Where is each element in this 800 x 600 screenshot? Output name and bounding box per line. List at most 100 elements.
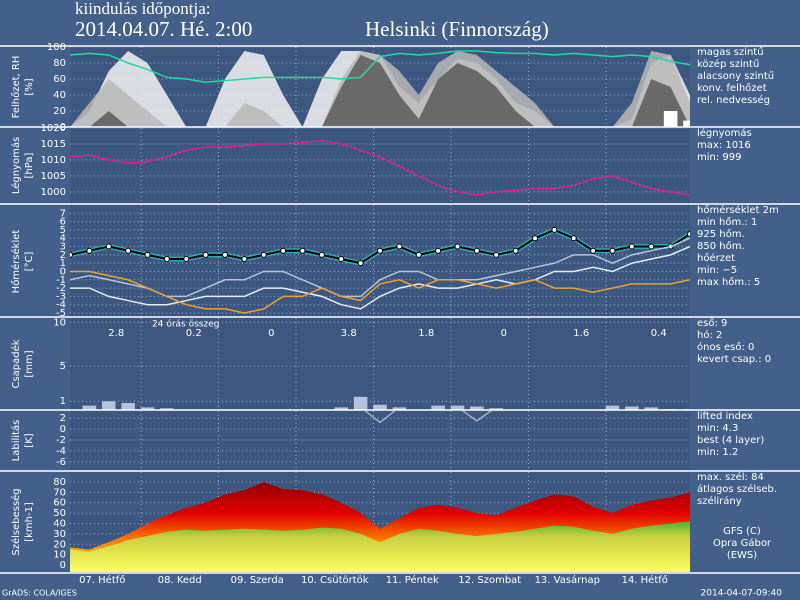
daily-sum: 3.8: [341, 328, 357, 339]
sums-title: 24 órás összeg: [152, 319, 219, 330]
daily-sum: 1.6: [573, 328, 589, 339]
footer-left: GrADS: COLA/IGES: [2, 589, 77, 598]
line: [70, 270, 690, 314]
bar: [605, 405, 620, 410]
run-time: 2014.04.07. Hé. 2:00: [75, 17, 252, 41]
y-tick-label: 1000: [41, 187, 66, 198]
y-tick-label: 1015: [41, 139, 66, 150]
y-tick-label: 6: [60, 217, 66, 228]
point: [687, 231, 690, 238]
legend-entry: 850 hőm.: [697, 240, 745, 252]
plot: [70, 472, 690, 572]
y-tick-label: 1: [60, 258, 66, 269]
credit: Opra Gábor: [713, 537, 772, 549]
x-tick-label: 07. Hétfő: [79, 574, 125, 586]
point: [415, 251, 422, 258]
legend-entry: max: 1016: [697, 140, 751, 151]
bar: [683, 120, 690, 127]
point: [202, 251, 209, 258]
area: [70, 521, 690, 572]
legend-entry: best (4 layer): [697, 435, 764, 446]
plot: [70, 128, 690, 203]
legend-entry: lifted index: [697, 411, 753, 422]
y-axis-label: [hPa]: [24, 152, 35, 178]
point: [357, 260, 364, 267]
bar: [82, 405, 97, 410]
point: [590, 247, 597, 254]
legend-entry: max. szél: 84: [697, 471, 764, 483]
point: [260, 251, 267, 258]
point: [551, 226, 558, 233]
bar: [644, 407, 659, 410]
y-tick-label: -6: [56, 457, 66, 468]
bar: [353, 396, 368, 410]
y-tick-label: 3: [60, 242, 66, 253]
y-tick-label: 20: [53, 539, 66, 550]
legend-entry: kevert csap.: 0: [697, 354, 771, 365]
y-axis-label: Felhőzet, RH: [10, 56, 22, 119]
y-tick-label: 1010: [41, 155, 66, 166]
y-tick-label: 50: [53, 508, 66, 519]
point: [241, 256, 248, 263]
point: [473, 247, 480, 254]
y-tick-label: -2: [56, 283, 66, 294]
area: [70, 55, 690, 127]
y-tick-label: 80: [53, 58, 66, 69]
point: [628, 243, 635, 250]
point: [609, 247, 616, 254]
y-tick-label: 40: [53, 90, 66, 101]
legend-entry: alacsony szintű: [697, 70, 774, 82]
line: [70, 237, 690, 298]
daily-sum: 2.8: [108, 328, 124, 339]
y-tick-label: 4: [60, 233, 66, 244]
daily-sum: 0.2: [186, 328, 202, 339]
y-tick-label: 0: [60, 560, 66, 571]
legend-entry: min: 4.3: [697, 423, 738, 434]
point: [532, 235, 538, 242]
point: [493, 251, 500, 258]
y-tick-label: 10: [53, 317, 66, 328]
y-tick-label: 40: [53, 519, 66, 530]
bar: [431, 405, 445, 410]
point: [454, 243, 461, 250]
line: [70, 50, 690, 83]
credit: GFS (C): [723, 526, 761, 537]
bar: [450, 405, 465, 410]
line: [364, 411, 493, 424]
y-axis-label: [K]: [24, 433, 35, 447]
x-tick-label: 09. Szerda: [231, 575, 284, 586]
run-caption: kiindulás időpontja:: [75, 0, 211, 18]
point: [105, 243, 112, 250]
bar: [334, 407, 349, 410]
point: [70, 251, 73, 258]
bar: [140, 407, 155, 410]
point: [570, 235, 577, 242]
x-tick-label: 08. Kedd: [158, 575, 202, 586]
y-axis-label: Labilitás: [10, 420, 22, 462]
point: [338, 256, 345, 263]
y-tick-label: -3: [56, 291, 66, 302]
x-tick-label: 14. Hétfő: [622, 574, 668, 586]
x-tick-label: 10. Csütörtök: [301, 575, 369, 586]
y-axis-label: [%]: [24, 78, 35, 95]
daily-sum: 1.8: [418, 328, 434, 339]
credit: (EWS): [727, 550, 757, 561]
point: [280, 247, 287, 254]
point: [86, 247, 93, 254]
y-tick-label: 0: [60, 424, 66, 435]
y-tick-label: 7: [60, 208, 66, 219]
y-tick-label: 1: [60, 396, 66, 407]
point: [299, 247, 306, 254]
plot-area: [70, 411, 690, 470]
legend-entry: közép szintű: [697, 58, 759, 70]
plot: [70, 318, 690, 410]
point: [144, 251, 151, 258]
point: [318, 251, 325, 258]
y-tick-label: 5: [60, 225, 66, 236]
bar: [489, 408, 504, 410]
bar: [470, 406, 484, 410]
daily-sum: 0: [501, 328, 507, 339]
legend-entry: szélirány: [697, 495, 742, 507]
y-tick-label: 30: [53, 529, 66, 540]
